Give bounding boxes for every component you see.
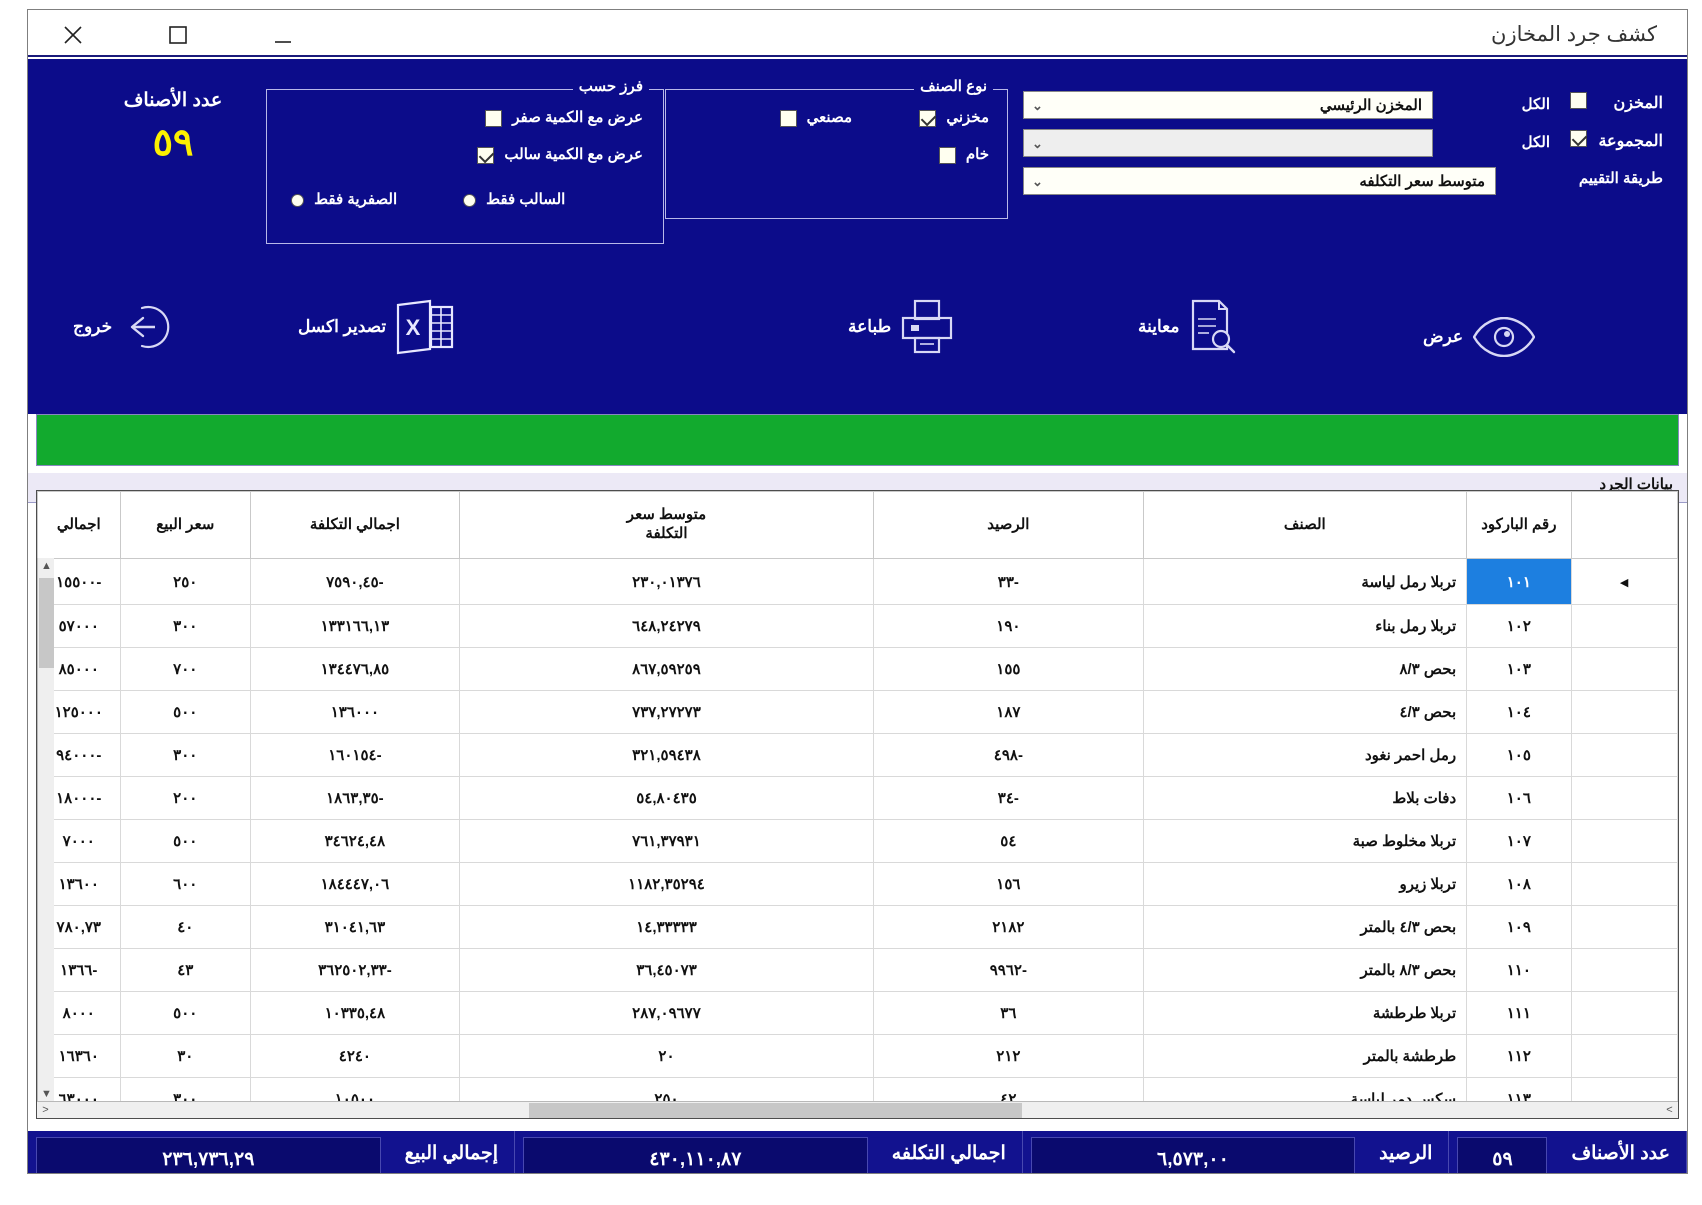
svg-text:X: X <box>406 315 421 340</box>
